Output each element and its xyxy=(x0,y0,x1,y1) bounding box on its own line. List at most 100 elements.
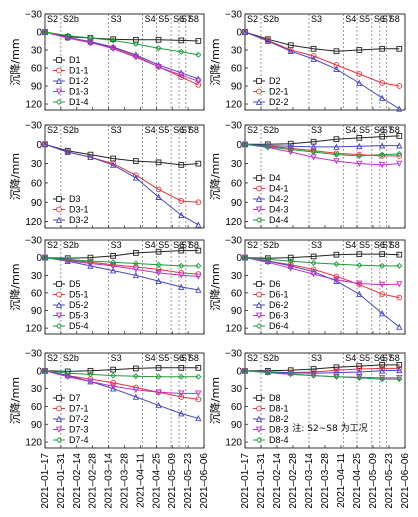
x-tick-label: 2021–05–23 xyxy=(384,453,395,509)
data-point-D4-4 xyxy=(287,146,294,153)
series-line-D4 xyxy=(245,135,400,145)
y-axis-label: 沉降/mm xyxy=(8,263,22,310)
data-point-D8-1 xyxy=(396,365,403,372)
stage-label: S8 xyxy=(188,14,199,24)
legend-label: D4 xyxy=(269,173,281,183)
data-point-D2 xyxy=(379,45,385,52)
data-point-D3-2 xyxy=(110,161,117,168)
legend-marker xyxy=(56,57,62,63)
data-point-D4 xyxy=(379,133,385,140)
legend-label: D8-4 xyxy=(269,435,289,445)
data-point-D4-4 xyxy=(333,151,340,158)
stage-label: S3 xyxy=(111,353,122,363)
data-point-D3-1 xyxy=(178,198,185,204)
data-point-D3 xyxy=(155,159,162,166)
y-tick-label: 60 xyxy=(31,64,43,75)
data-point-D6 xyxy=(396,251,403,258)
x-tick-label: 2021–04–25 xyxy=(352,453,363,509)
y-axis-label: 沉降/mm xyxy=(208,153,222,200)
data-point-D8-2 xyxy=(379,367,386,374)
data-point-D3-2 xyxy=(64,148,71,155)
legend-marker xyxy=(255,312,263,319)
data-point-D7-3 xyxy=(155,389,162,396)
data-point-D6-2 xyxy=(379,310,386,317)
legend-label: D8 xyxy=(269,393,281,403)
data-point-D5 xyxy=(110,253,116,259)
x-tick-label: 2021–02–28 xyxy=(88,453,99,509)
y-tick-label: 30 xyxy=(231,46,243,57)
y-tick-label: 120 xyxy=(25,100,42,111)
data-point-D1-1 xyxy=(178,74,185,80)
stage-label: S4 xyxy=(145,125,156,135)
series-line-D2-1 xyxy=(244,31,400,87)
data-point-D7-4 xyxy=(195,373,202,380)
data-point-D5-4 xyxy=(155,261,162,268)
series-line-D6 xyxy=(244,253,400,259)
stage-label: S7 xyxy=(382,240,393,250)
stage-label: S5 xyxy=(158,240,169,250)
data-point-D3-2 xyxy=(178,211,185,218)
data-point-D8 xyxy=(356,363,363,369)
legend-label: D3-1 xyxy=(69,205,89,215)
y-tick-label: 60 xyxy=(231,402,243,413)
stage-label: S4 xyxy=(345,14,356,24)
legend-label: D4-4 xyxy=(269,215,289,225)
legend-label: D3 xyxy=(69,194,81,204)
legend-marker xyxy=(55,88,63,95)
data-point-D6-4 xyxy=(396,262,403,269)
stage-label: S2 xyxy=(47,353,58,363)
stage-label: S4 xyxy=(345,125,356,135)
stage-label: S7 xyxy=(382,353,393,363)
series-line-D5-1 xyxy=(44,257,199,275)
data-point-D5-4 xyxy=(64,256,71,263)
legend-label: D4-2 xyxy=(269,194,289,204)
legend-marker xyxy=(56,196,62,202)
data-point-D4-4 xyxy=(396,150,403,158)
data-point-D5-2 xyxy=(110,267,117,274)
data-point-D8 xyxy=(379,362,385,368)
y-tick-label: 120 xyxy=(225,438,242,449)
series-line-D4-4 xyxy=(244,143,400,157)
data-point-D6-3 xyxy=(287,265,294,272)
y-tick-label: 90 xyxy=(31,420,43,431)
data-point-D8-4 xyxy=(310,372,317,379)
data-point-D5-2 xyxy=(178,283,185,290)
legend-marker xyxy=(55,322,63,330)
data-point-D1-4 xyxy=(132,40,139,48)
y-tick-label: 120 xyxy=(225,217,242,228)
series-line-D1-2 xyxy=(44,31,199,80)
y-tick-label: 0 xyxy=(36,366,42,377)
legend-marker xyxy=(256,78,262,84)
stage-label: S7 xyxy=(382,125,393,135)
data-point-D8-4 xyxy=(333,373,340,380)
data-point-D8-4 xyxy=(287,370,294,377)
data-point-D6-3 xyxy=(396,281,403,288)
data-point-D8-1 xyxy=(310,369,317,375)
y-tick-label: 90 xyxy=(231,420,243,431)
y-tick-label: −30 xyxy=(25,121,42,132)
data-point-D7-3 xyxy=(64,373,71,381)
data-point-D4-3 xyxy=(356,160,363,168)
y-tick-label: −30 xyxy=(225,349,242,360)
series-line-D2 xyxy=(244,31,400,52)
data-point-D7-4 xyxy=(155,373,162,380)
legend-marker xyxy=(256,395,262,401)
data-point-D5-3 xyxy=(132,266,139,273)
legend-marker xyxy=(256,291,262,298)
y-tick-label: 30 xyxy=(31,384,43,395)
data-point-D2-2 xyxy=(396,105,403,112)
legend-label: D7-1 xyxy=(69,404,89,414)
stage-label: S2b xyxy=(63,353,79,363)
data-point-D3-1 xyxy=(155,186,162,193)
data-point-D1-3 xyxy=(178,72,185,79)
y-tick-label: 0 xyxy=(236,253,242,264)
legend-marker xyxy=(55,77,63,84)
data-point-D6-4 xyxy=(264,256,271,263)
stage-label: S2b xyxy=(63,240,79,250)
data-point-D5-4 xyxy=(132,260,139,267)
series-line-D8-4 xyxy=(244,370,400,380)
legend-label: D4-1 xyxy=(269,184,289,194)
y-tick-label: 0 xyxy=(36,28,42,39)
data-point-D7-2 xyxy=(195,414,202,422)
